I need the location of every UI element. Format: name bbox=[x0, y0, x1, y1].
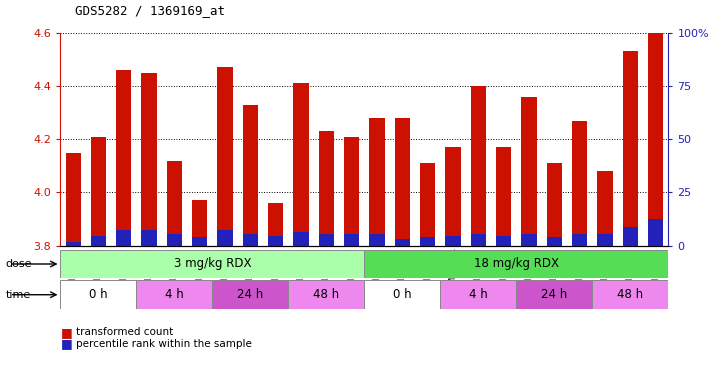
Bar bbox=[572, 234, 587, 246]
Bar bbox=[572, 121, 587, 246]
Bar bbox=[623, 51, 638, 246]
Text: GDS5282 / 1369169_at: GDS5282 / 1369169_at bbox=[75, 4, 225, 17]
Bar bbox=[319, 234, 334, 246]
Bar bbox=[344, 137, 359, 246]
Text: 48 h: 48 h bbox=[314, 288, 339, 301]
Text: ■: ■ bbox=[60, 337, 73, 350]
Bar bbox=[521, 97, 537, 246]
Bar bbox=[116, 230, 132, 246]
Bar bbox=[445, 236, 461, 246]
Bar bbox=[242, 234, 258, 246]
Text: dose: dose bbox=[6, 259, 32, 269]
Text: time: time bbox=[6, 290, 31, 300]
Bar bbox=[344, 234, 359, 246]
Text: 4 h: 4 h bbox=[469, 288, 488, 301]
Bar bbox=[167, 234, 182, 246]
Bar bbox=[521, 234, 537, 246]
Bar bbox=[294, 83, 309, 246]
Text: 3 mg/kg RDX: 3 mg/kg RDX bbox=[173, 258, 251, 270]
Bar bbox=[268, 203, 283, 246]
Bar bbox=[137, 280, 213, 309]
Bar bbox=[395, 239, 410, 246]
Bar bbox=[364, 280, 440, 309]
Bar bbox=[268, 236, 283, 246]
Bar bbox=[218, 230, 232, 246]
Bar bbox=[141, 73, 156, 246]
Bar bbox=[192, 200, 208, 246]
Text: percentile rank within the sample: percentile rank within the sample bbox=[76, 339, 252, 349]
Bar bbox=[496, 147, 511, 246]
Bar bbox=[547, 163, 562, 246]
Bar bbox=[516, 280, 592, 309]
Bar bbox=[471, 86, 486, 246]
Bar bbox=[471, 234, 486, 246]
Bar bbox=[319, 131, 334, 246]
Bar bbox=[440, 280, 516, 309]
Text: 18 mg/kg RDX: 18 mg/kg RDX bbox=[474, 258, 559, 270]
Text: 0 h: 0 h bbox=[89, 288, 108, 301]
Bar bbox=[597, 171, 613, 246]
Bar bbox=[597, 234, 613, 246]
Bar bbox=[364, 250, 668, 278]
Bar bbox=[60, 250, 364, 278]
Text: ■: ■ bbox=[60, 326, 73, 339]
Text: 24 h: 24 h bbox=[237, 288, 264, 301]
Text: 48 h: 48 h bbox=[617, 288, 643, 301]
Bar bbox=[218, 67, 232, 246]
Bar bbox=[242, 104, 258, 246]
Bar bbox=[547, 237, 562, 246]
Text: transformed count: transformed count bbox=[76, 327, 173, 337]
Bar bbox=[91, 137, 106, 246]
Bar bbox=[65, 152, 81, 246]
Bar bbox=[192, 237, 208, 246]
Bar bbox=[213, 280, 289, 309]
Text: 0 h: 0 h bbox=[393, 288, 412, 301]
Bar bbox=[370, 118, 385, 246]
Bar bbox=[445, 147, 461, 246]
Bar bbox=[370, 234, 385, 246]
Bar bbox=[648, 219, 663, 246]
Bar bbox=[65, 242, 81, 246]
Bar bbox=[623, 227, 638, 246]
Bar bbox=[420, 163, 435, 246]
Bar bbox=[167, 161, 182, 246]
Bar bbox=[592, 280, 668, 309]
Bar bbox=[141, 230, 156, 246]
Bar bbox=[289, 280, 365, 309]
Bar bbox=[420, 237, 435, 246]
Bar bbox=[395, 118, 410, 246]
Text: 4 h: 4 h bbox=[165, 288, 183, 301]
Bar bbox=[91, 236, 106, 246]
Bar bbox=[648, 33, 663, 246]
Bar bbox=[116, 70, 132, 246]
Bar bbox=[294, 232, 309, 246]
Bar bbox=[60, 280, 137, 309]
Bar bbox=[496, 236, 511, 246]
Text: 24 h: 24 h bbox=[541, 288, 567, 301]
